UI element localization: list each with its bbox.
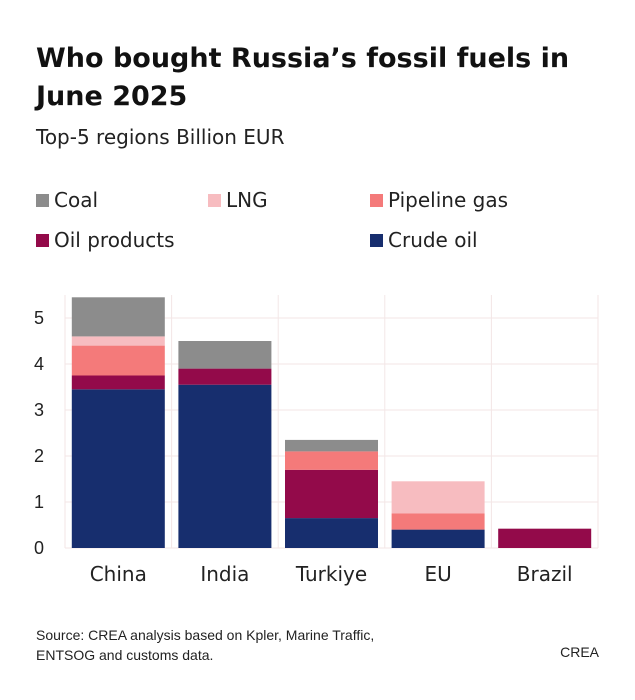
y-tick-label: 5: [34, 308, 44, 328]
bar-china-coal: [71, 297, 165, 337]
bar-turkiye-coal: [285, 439, 378, 452]
legend-swatch-coal: [36, 193, 49, 207]
legend-label-pipeline-gas: Pipeline gas: [388, 188, 508, 212]
x-tick-label-turkiye: Turkiye: [295, 562, 367, 586]
stacked-bar-chart: 0 1 2 3 4 5 China India Turkiye EU Brazil: [34, 295, 599, 586]
bars: [71, 297, 592, 548]
legend-item-lng: LNG: [208, 185, 268, 215]
bar-china-lng: [71, 336, 165, 346]
legend-label-coal: Coal: [54, 188, 99, 212]
bar-china-crude-oil: [71, 389, 165, 548]
bar-eu-crude-oil: [391, 529, 485, 548]
bar-eu-lng: [391, 481, 485, 514]
bar-india-oil-products: [178, 368, 272, 385]
x-tick-label-india: India: [200, 562, 249, 586]
legend-item-pipeline-gas: Pipeline gas: [370, 185, 508, 215]
legend-swatch-lng: [208, 193, 221, 207]
brand-label: CREA: [560, 644, 599, 660]
legend-swatch-crude-oil: [370, 233, 383, 247]
y-tick-label: 3: [34, 400, 44, 420]
bar-china-pipeline-gas: [71, 345, 165, 376]
x-axis-tick-labels: China India Turkiye EU Brazil: [90, 562, 573, 586]
y-tick-label: 2: [34, 446, 44, 466]
bar-brazil-oil-products: [498, 528, 592, 548]
bar-china-oil-products: [71, 375, 165, 390]
y-tick-label: 0: [34, 538, 44, 558]
chart-title: Who bought Russia’s fossil fuels in June…: [36, 43, 570, 112]
legend-swatch-pipeline-gas: [370, 193, 383, 207]
y-tick-label: 4: [34, 354, 44, 374]
y-axis-tick-labels: 0 1 2 3 4 5: [34, 308, 44, 558]
x-tick-label-eu: EU: [424, 562, 451, 586]
legend: Coal LNG Pipeline gas Oil products Crude…: [36, 185, 616, 265]
bar-eu-pipeline-gas: [391, 513, 485, 530]
legend-label-oil-products: Oil products: [54, 228, 175, 252]
x-tick-label-china: China: [90, 562, 147, 586]
legend-swatch-oil-products: [36, 233, 49, 247]
legend-label-lng: LNG: [226, 188, 268, 212]
bar-turkiye-oil-products: [285, 469, 378, 519]
bar-turkiye-crude-oil: [285, 518, 378, 548]
chart-subtitle: Top-5 regions Billion EUR: [36, 125, 285, 149]
legend-label-crude-oil: Crude oil: [388, 228, 478, 252]
bar-turkiye-pipeline-gas: [285, 451, 378, 470]
legend-item-oil-products: Oil products: [36, 225, 175, 255]
y-tick-label: 1: [34, 492, 44, 512]
x-tick-label-brazil: Brazil: [517, 562, 573, 586]
legend-item-coal: Coal: [36, 185, 98, 215]
bar-india-crude-oil: [178, 384, 272, 548]
source-note: Source: CREA analysis based on Kpler, Ma…: [36, 627, 375, 663]
legend-item-crude-oil: Crude oil: [370, 225, 478, 255]
bar-india-coal: [178, 341, 272, 369]
